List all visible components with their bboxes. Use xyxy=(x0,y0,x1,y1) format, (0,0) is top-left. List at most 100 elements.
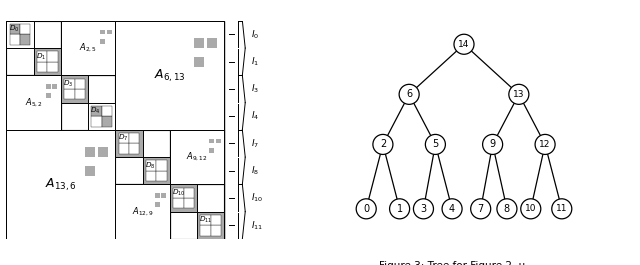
Text: $A_{5,2}$: $A_{5,2}$ xyxy=(24,96,43,109)
Bar xyxy=(85,166,95,176)
Text: $A_{2,5}$: $A_{2,5}$ xyxy=(79,42,97,54)
Bar xyxy=(61,21,115,75)
Circle shape xyxy=(470,199,491,219)
Bar xyxy=(216,139,221,143)
Text: $D_3$: $D_3$ xyxy=(63,79,74,89)
Bar xyxy=(129,133,140,143)
Circle shape xyxy=(552,199,572,219)
Bar xyxy=(170,184,197,212)
Circle shape xyxy=(413,199,433,219)
Bar xyxy=(115,130,170,184)
Bar xyxy=(129,143,140,154)
Bar xyxy=(61,21,115,75)
Bar xyxy=(45,84,51,89)
Bar xyxy=(115,130,225,239)
Bar xyxy=(45,93,51,98)
Text: 9: 9 xyxy=(490,139,496,149)
Text: 10: 10 xyxy=(525,204,536,213)
Circle shape xyxy=(454,34,474,54)
Bar xyxy=(184,188,194,198)
Circle shape xyxy=(509,84,529,104)
Bar xyxy=(6,21,34,48)
Bar xyxy=(37,62,47,72)
Bar xyxy=(156,160,166,171)
Text: $D_1$: $D_1$ xyxy=(36,51,46,61)
Circle shape xyxy=(521,199,541,219)
Text: $D_{11}$: $D_{11}$ xyxy=(200,215,213,225)
Bar xyxy=(146,171,156,181)
Circle shape xyxy=(426,134,445,154)
Bar xyxy=(61,75,115,130)
Text: 14: 14 xyxy=(458,40,470,49)
Text: 4: 4 xyxy=(449,204,455,214)
Bar xyxy=(170,130,225,184)
Bar xyxy=(200,215,211,225)
Circle shape xyxy=(535,134,555,154)
Bar xyxy=(118,143,129,154)
Circle shape xyxy=(356,199,376,219)
Bar xyxy=(85,147,95,157)
Bar xyxy=(173,188,184,198)
Circle shape xyxy=(399,84,419,104)
Text: $I_1$: $I_1$ xyxy=(251,55,259,68)
Bar xyxy=(102,116,112,127)
Bar xyxy=(52,84,57,89)
Text: 2: 2 xyxy=(380,139,386,149)
Bar xyxy=(6,130,115,239)
Bar xyxy=(115,184,170,239)
Bar xyxy=(173,198,184,208)
Bar xyxy=(209,148,214,153)
Bar xyxy=(64,89,74,99)
Text: $A_{6,13}$: $A_{6,13}$ xyxy=(154,67,186,83)
Bar xyxy=(6,21,225,239)
Bar xyxy=(156,171,166,181)
Text: 6: 6 xyxy=(406,89,412,99)
Text: $I_{10}$: $I_{10}$ xyxy=(251,192,263,204)
Bar xyxy=(6,21,61,75)
Text: $I_7$: $I_7$ xyxy=(251,137,259,150)
Bar xyxy=(146,160,156,171)
Bar xyxy=(211,215,221,225)
Text: $A_{9,12}$: $A_{9,12}$ xyxy=(186,151,208,163)
Text: 1: 1 xyxy=(397,204,403,214)
Text: 13: 13 xyxy=(513,90,525,99)
Circle shape xyxy=(483,134,502,154)
Bar xyxy=(194,57,204,67)
Circle shape xyxy=(373,134,393,154)
Text: $A_{13,6}$: $A_{13,6}$ xyxy=(45,176,77,193)
Bar xyxy=(92,106,102,116)
Text: $I_{11}$: $I_{11}$ xyxy=(251,219,263,232)
Text: $I_3$: $I_3$ xyxy=(251,83,259,95)
Text: $D_{10}$: $D_{10}$ xyxy=(172,188,186,198)
Bar xyxy=(170,130,225,184)
Text: $I_8$: $I_8$ xyxy=(251,165,259,177)
Bar xyxy=(155,193,159,198)
Text: 12: 12 xyxy=(540,140,551,149)
Bar xyxy=(10,34,20,45)
Text: 5: 5 xyxy=(432,139,438,149)
Bar xyxy=(20,34,30,45)
Bar xyxy=(47,62,58,72)
Bar xyxy=(20,24,30,34)
Text: $A_{12,9}$: $A_{12,9}$ xyxy=(132,205,154,218)
Bar xyxy=(184,198,194,208)
Bar xyxy=(47,51,58,62)
Circle shape xyxy=(497,199,517,219)
Bar xyxy=(64,79,74,89)
Bar xyxy=(88,103,115,130)
Bar xyxy=(194,38,204,48)
Bar xyxy=(170,184,225,239)
Text: 11: 11 xyxy=(556,204,568,213)
Circle shape xyxy=(442,199,462,219)
Bar xyxy=(6,21,115,130)
Bar xyxy=(6,75,61,130)
Bar xyxy=(100,29,105,34)
Bar xyxy=(102,106,112,116)
Bar xyxy=(143,157,170,184)
Bar xyxy=(200,225,211,236)
Bar xyxy=(92,116,102,127)
Text: $D_7$: $D_7$ xyxy=(118,133,128,143)
Text: 8: 8 xyxy=(504,204,510,214)
Bar xyxy=(211,225,221,236)
Circle shape xyxy=(390,199,410,219)
